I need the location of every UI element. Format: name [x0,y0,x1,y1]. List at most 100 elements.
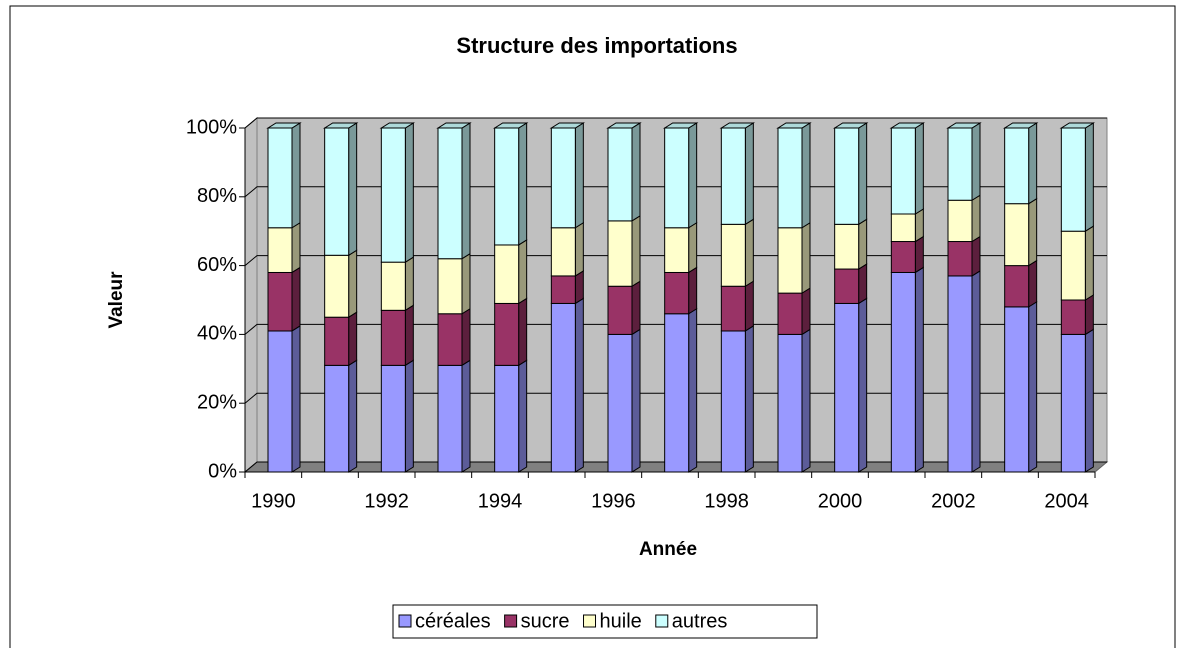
bar [437,364,463,473]
bar [947,275,973,473]
bar-side [404,256,414,312]
y-tick-label: 100% [186,116,237,138]
bar-top [606,122,642,129]
grid-line [244,186,1107,198]
bar-side [1084,122,1094,233]
bar [607,333,633,473]
legend-swatch [504,614,518,628]
bar-side [914,122,924,215]
bar-side [518,297,528,367]
x-axis-label: Année [639,539,697,560]
bar [720,330,746,473]
bar-side [574,270,584,305]
legend-label: sucre [521,610,570,632]
bar-top [492,122,529,129]
bar [437,313,463,366]
bar-side [404,122,414,264]
bar-side [291,325,301,473]
bar-side [801,122,811,229]
bar [1004,265,1030,308]
bar [777,292,803,335]
bar-side [858,122,868,226]
bar [777,227,803,294]
bar [664,271,690,315]
bar [1004,203,1030,267]
bar-side [518,239,528,305]
y-axis-label: Valeur [106,271,127,329]
bar-side [1028,259,1038,308]
bar [1004,127,1030,205]
bar [550,275,576,304]
legend-swatch [655,614,669,628]
bar-side [631,328,641,473]
bar-side [631,280,641,336]
y-tick-label: 40% [197,323,237,345]
bar [834,223,860,270]
bar [380,364,406,473]
bar [494,302,520,366]
grid-line [244,392,1107,404]
bar [550,302,576,473]
bar-side [971,270,981,473]
bar [1060,230,1086,301]
bar [267,127,293,229]
bar-side [574,122,584,229]
bar [494,364,520,473]
y-tick-label: 20% [197,391,237,413]
bar-side [688,307,698,473]
bar-side [1028,300,1038,473]
bar [1060,333,1086,473]
y-tick-label: 80% [197,185,237,207]
bar-side [1084,225,1094,301]
bar-side [1028,197,1038,267]
x-tick-label: 2004 [1044,490,1089,512]
bar-side [688,122,698,229]
bar-side [914,235,924,274]
bar-side [1028,122,1038,205]
bar [437,127,463,260]
bar-top [832,122,869,129]
bar [607,220,633,287]
bar [494,127,520,246]
bar-side [461,122,471,260]
x-tick-label: 1992 [364,490,409,512]
bar [947,127,973,201]
bar [267,330,293,473]
bar-side [858,263,868,305]
bar [1060,127,1086,232]
plot-area: 0% 20% 40% 60% 80% 100% 1990 1992 1994 1996 1998 20… [186,116,1109,512]
bar [550,127,576,229]
bar-side [744,122,754,226]
bar-side [461,307,471,367]
bar-top [776,122,812,129]
bar [890,241,916,273]
bar [607,127,633,222]
grid-line [244,461,1107,473]
y-tick-label: 60% [197,254,237,276]
bar [380,309,406,366]
legend-swatch [398,614,412,628]
bar-top [662,122,699,129]
bar-side [574,297,584,473]
chart-title: Structure des importations [456,33,737,58]
bar-side [801,221,811,295]
legend-label: céréales [415,610,491,632]
legend: céréales sucre huile autres [398,610,727,632]
bar [834,268,860,304]
grid-line [244,255,1107,266]
bar-side [404,359,414,473]
bar-side [291,221,301,274]
bar [607,285,633,335]
bar-side [518,122,528,246]
bar-side [574,221,584,277]
x-tick-label: 1996 [591,490,636,512]
bar [777,333,803,473]
bar-side [971,122,981,202]
legend-swatch [583,614,597,628]
bar-top [1059,122,1096,129]
bar-top [946,122,982,129]
bar [267,271,293,332]
grid-line [244,323,1107,335]
bar-side [914,266,924,473]
